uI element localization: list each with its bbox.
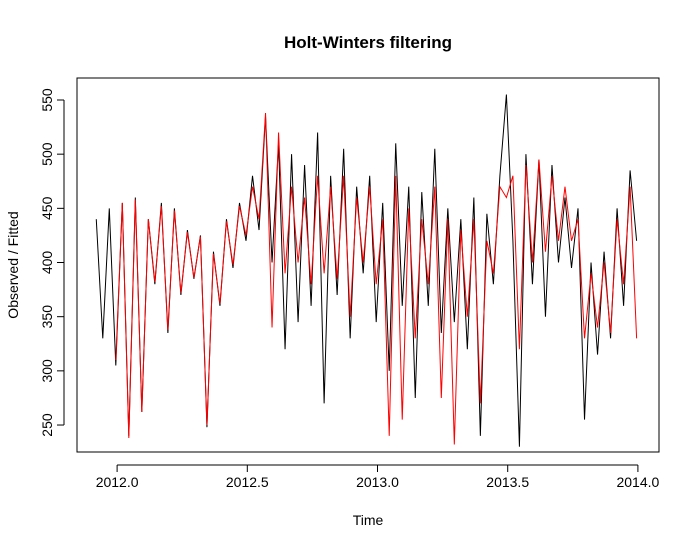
y-tick-label: 300 [39, 359, 55, 383]
chart-title: Holt-Winters filtering [284, 33, 452, 52]
series-line [95, 94, 638, 447]
y-tick-label: 550 [39, 88, 55, 112]
y-axis-label: Observed / Fitted [5, 211, 21, 318]
y-tick-label: 500 [39, 142, 55, 166]
y-tick-label: 250 [39, 413, 55, 437]
y-tick-label: 400 [39, 251, 55, 275]
x-axis-label: Time [353, 512, 384, 528]
x-tick-label: 2012.5 [226, 474, 269, 490]
x-tick-label: 2013.5 [486, 474, 529, 490]
y-tick-label: 350 [39, 305, 55, 329]
plot-frame [76, 77, 660, 453]
y-tick-label: 450 [39, 196, 55, 220]
x-tick-label: 2014.0 [616, 474, 659, 490]
x-tick-label: 2012.0 [96, 474, 139, 490]
series-line [115, 112, 638, 445]
x-tick-label: 2013.0 [356, 474, 399, 490]
